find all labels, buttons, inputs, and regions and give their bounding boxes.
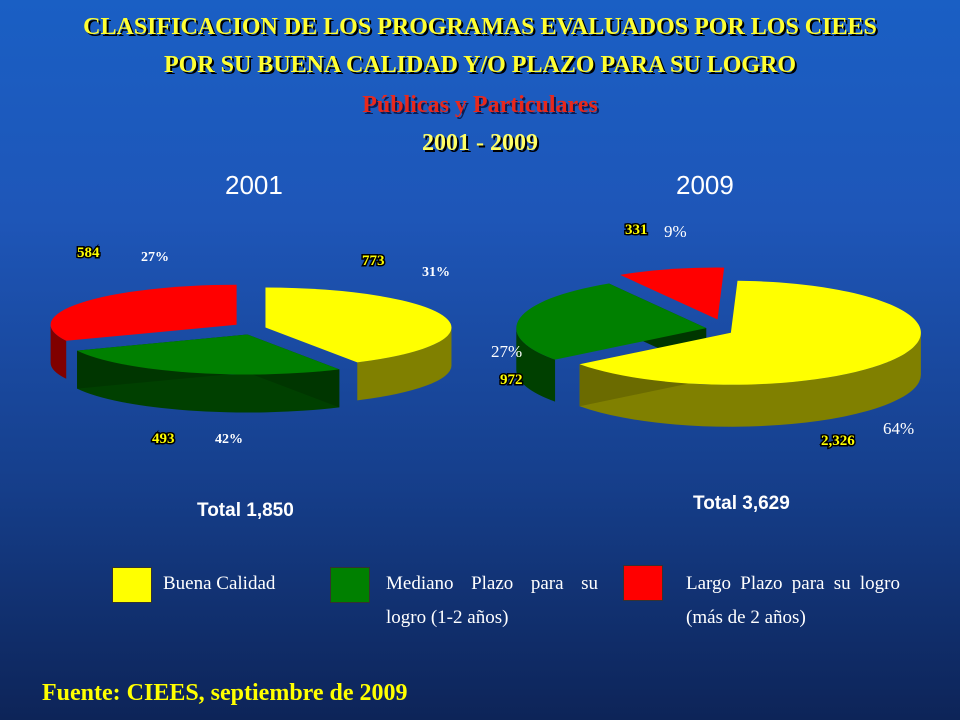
legend-label-largo-plazo: Largo Plazo para su logro (más de 2 años… — [686, 573, 900, 628]
pie-2009-slice-side-mediano-plazo — [516, 328, 556, 402]
pie-2001-percent-buena: 31% — [422, 265, 450, 280]
pie-2009-total: Total 3,629 — [693, 493, 790, 514]
pie-2001-slice-mediano-plazo — [77, 334, 340, 375]
pie-2001-labels: 584 27% 773 31% 493 42% — [76, 244, 451, 449]
title-line-2: POR SU BUENA CALIDAD Y/O PLAZO PARA SU L… — [163, 52, 797, 78]
legend-swatch-mediano-plazo — [330, 567, 370, 603]
pie-2001-percent-mediano: 42% — [215, 432, 243, 447]
pie-2001-slice-side-mediano-plazo — [77, 350, 340, 413]
source-note: Fuente: CIEES, septiembre de 2009 — [42, 680, 408, 706]
pie-2001-value-largo: 584 — [77, 245, 100, 261]
chart-2009-title: 2009 — [676, 170, 734, 200]
pie-2009-percent-buena: 64% — [883, 419, 914, 438]
pie-2009-percent-largo: 9% — [664, 222, 687, 241]
pie-2001-slice-buena-calidad — [265, 287, 452, 363]
pie-2009-percent-mediano: 27% — [491, 342, 522, 361]
pie-2009-slice-side-buena-calidad — [579, 332, 921, 427]
legend-swatch-buena-calidad — [112, 567, 152, 603]
pie-2009-slice-largo-plazo — [620, 267, 725, 320]
pie-chart-2009 — [516, 267, 921, 427]
pie-2001-value-buena: 773 — [362, 253, 385, 269]
pie-2001-slice-largo-plazo — [50, 284, 237, 341]
pie-2001-total: Total 1,850 — [197, 500, 294, 521]
title-line-1: CLASIFICACION DE LOS PROGRAMAS EVALUADOS… — [83, 14, 877, 40]
pie-2009-value-largo: 331 — [625, 222, 648, 238]
chart-2001-title: 2001 — [225, 170, 283, 200]
legend-label-buena-calidad: Buena Calidad — [163, 573, 276, 594]
pie-2009-labels: 331 9% 27% 972 64% 2,326 — [491, 221, 914, 451]
pie-2009-slice-mediano-plazo — [516, 283, 707, 360]
pie-2001-value-mediano: 493 — [152, 431, 175, 447]
pie-2009-slice-buena-calidad — [579, 280, 921, 385]
pie-2009-value-buena: 2,326 — [821, 433, 855, 449]
pie-2001-slice-side-buena-calidad — [357, 327, 452, 401]
pie-2001-slice-side-largo-plazo — [50, 324, 67, 379]
legend-swatch-largo-plazo — [623, 565, 663, 601]
pie-2001-percent-largo: 27% — [141, 250, 169, 265]
subtitle-scope: Públicas y Particulares — [362, 92, 598, 118]
subtitle-period: 2001 - 2009 — [422, 130, 538, 156]
legend-label-mediano-plazo: Mediano Plazo para su logro (1-2 años) — [386, 573, 598, 628]
pie-2009-value-mediano: 972 — [500, 372, 523, 388]
pie-chart-2001 — [50, 284, 452, 413]
